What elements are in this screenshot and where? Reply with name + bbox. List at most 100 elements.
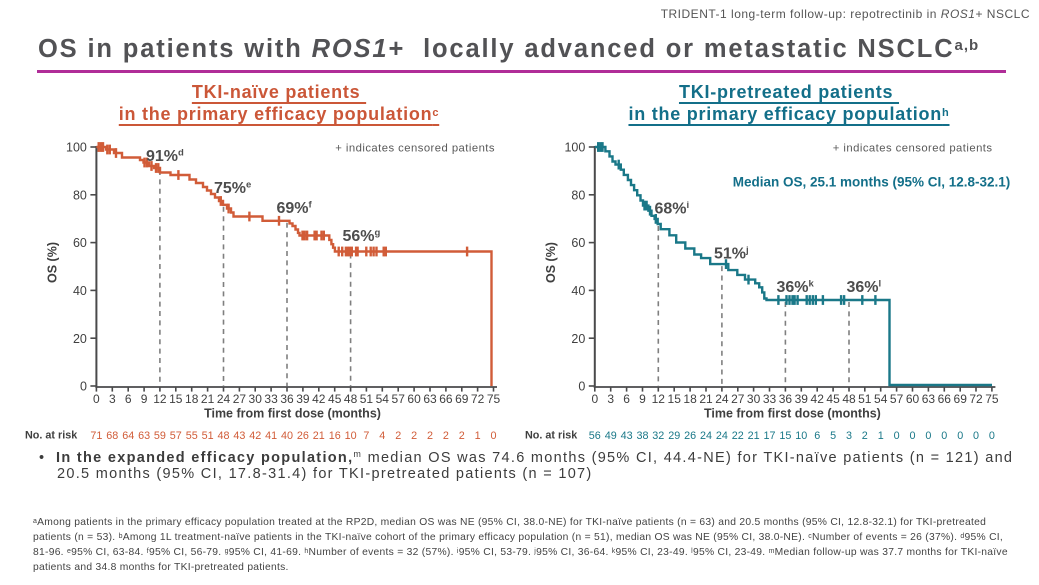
svg-text:No. at risk: No. at risk <box>25 430 78 442</box>
svg-text:0: 0 <box>957 430 963 442</box>
svg-text:15: 15 <box>169 392 183 406</box>
svg-text:68%i: 68%i <box>655 200 690 218</box>
svg-text:66: 66 <box>938 392 952 406</box>
svg-text:91%d: 91%d <box>146 148 184 166</box>
svg-text:12: 12 <box>652 392 666 406</box>
svg-text:69: 69 <box>455 392 469 406</box>
svg-text:45: 45 <box>328 392 342 406</box>
svg-text:18: 18 <box>185 392 199 406</box>
svg-text:43: 43 <box>233 430 245 442</box>
svg-text:39: 39 <box>795 392 809 406</box>
svg-text:60: 60 <box>571 236 585 250</box>
svg-text:42: 42 <box>811 392 825 406</box>
svg-text:75: 75 <box>985 392 999 406</box>
svg-text:40: 40 <box>73 284 87 298</box>
svg-text:9: 9 <box>639 392 646 406</box>
svg-text:No. at risk: No. at risk <box>525 430 578 442</box>
svg-text:21: 21 <box>313 430 325 442</box>
svg-text:6: 6 <box>623 392 630 406</box>
svg-text:36: 36 <box>779 392 793 406</box>
svg-text:3: 3 <box>109 392 116 406</box>
svg-text:0: 0 <box>490 430 496 442</box>
svg-text:26: 26 <box>684 430 696 442</box>
svg-text:39: 39 <box>296 392 310 406</box>
svg-text:36%k: 36%k <box>777 279 815 297</box>
svg-text:5: 5 <box>830 430 836 442</box>
svg-text:69%f: 69%f <box>277 200 313 218</box>
svg-text:72: 72 <box>471 392 485 406</box>
svg-text:+ indicates censored patients: + indicates censored patients <box>335 142 495 154</box>
svg-text:68: 68 <box>106 430 118 442</box>
svg-text:+ indicates censored patients: + indicates censored patients <box>833 142 993 154</box>
svg-text:36: 36 <box>280 392 294 406</box>
svg-text:4: 4 <box>379 430 385 442</box>
svg-text:80: 80 <box>73 188 87 202</box>
svg-text:7: 7 <box>363 430 369 442</box>
svg-text:24: 24 <box>716 430 728 442</box>
svg-text:45: 45 <box>826 392 840 406</box>
svg-text:1: 1 <box>878 430 884 442</box>
svg-text:24: 24 <box>217 392 231 406</box>
svg-text:22: 22 <box>732 430 744 442</box>
svg-text:40: 40 <box>281 430 293 442</box>
svg-text:2: 2 <box>459 430 465 442</box>
svg-text:15: 15 <box>779 430 791 442</box>
svg-text:64: 64 <box>122 430 134 442</box>
svg-text:0: 0 <box>925 430 931 442</box>
svg-text:10: 10 <box>345 430 357 442</box>
svg-text:51: 51 <box>202 430 214 442</box>
svg-text:72: 72 <box>969 392 983 406</box>
svg-text:12: 12 <box>153 392 167 406</box>
svg-text:48: 48 <box>842 392 856 406</box>
svg-text:16: 16 <box>329 430 341 442</box>
svg-text:60: 60 <box>73 236 87 250</box>
svg-text:38: 38 <box>636 430 648 442</box>
svg-text:56: 56 <box>589 430 601 442</box>
svg-text:43: 43 <box>621 430 633 442</box>
svg-text:60: 60 <box>407 392 421 406</box>
svg-text:10: 10 <box>795 430 807 442</box>
svg-text:55: 55 <box>186 430 198 442</box>
svg-text:75%e: 75%e <box>214 180 251 198</box>
svg-text:3: 3 <box>607 392 614 406</box>
svg-text:30: 30 <box>249 392 263 406</box>
svg-text:0: 0 <box>894 430 900 442</box>
svg-text:0: 0 <box>973 430 979 442</box>
svg-text:51: 51 <box>858 392 872 406</box>
svg-text:57: 57 <box>890 392 904 406</box>
svg-text:0: 0 <box>93 392 100 406</box>
svg-text:63: 63 <box>423 392 437 406</box>
svg-text:0: 0 <box>989 430 995 442</box>
svg-text:63: 63 <box>922 392 936 406</box>
svg-text:100: 100 <box>564 141 585 155</box>
svg-text:41: 41 <box>265 430 277 442</box>
svg-text:18: 18 <box>683 392 697 406</box>
svg-text:0: 0 <box>80 380 87 394</box>
svg-text:2: 2 <box>411 430 417 442</box>
svg-text:60: 60 <box>906 392 920 406</box>
svg-text:56%g: 56%g <box>343 227 381 245</box>
svg-text:75: 75 <box>487 392 501 406</box>
svg-text:21: 21 <box>201 392 215 406</box>
svg-text:21: 21 <box>748 430 760 442</box>
svg-text:1: 1 <box>475 430 481 442</box>
svg-text:0: 0 <box>578 380 585 394</box>
svg-text:29: 29 <box>668 430 680 442</box>
svg-text:17: 17 <box>763 430 775 442</box>
svg-text:66: 66 <box>439 392 453 406</box>
svg-text:0: 0 <box>909 430 915 442</box>
svg-text:26: 26 <box>297 430 309 442</box>
svg-text:0: 0 <box>941 430 947 442</box>
svg-text:27: 27 <box>731 392 745 406</box>
svg-text:OS (%): OS (%) <box>45 242 59 283</box>
svg-text:21: 21 <box>699 392 713 406</box>
svg-text:57: 57 <box>170 430 182 442</box>
svg-text:Median OS, 25.1 months (95% CI: Median OS, 25.1 months (95% CI, 12.8-32.… <box>733 175 1011 190</box>
svg-text:42: 42 <box>312 392 326 406</box>
svg-text:24: 24 <box>715 392 729 406</box>
svg-text:15: 15 <box>668 392 682 406</box>
svg-text:40: 40 <box>571 284 585 298</box>
svg-text:36%l: 36%l <box>847 279 882 297</box>
svg-text:9: 9 <box>141 392 148 406</box>
svg-text:57: 57 <box>392 392 406 406</box>
